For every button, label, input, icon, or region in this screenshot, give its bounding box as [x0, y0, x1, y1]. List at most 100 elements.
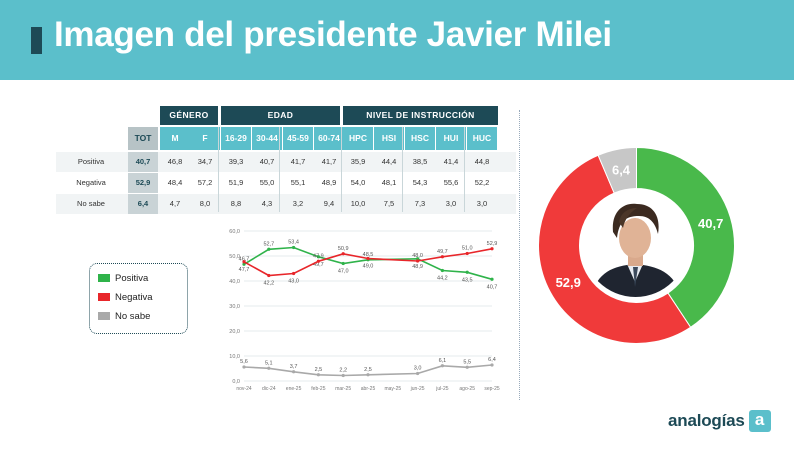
data-point-positiva [292, 245, 296, 250]
table-cell: 52,2 [474, 178, 490, 187]
president-photo [583, 192, 688, 297]
header-banner: Imagen del presidente Javier Milei [0, 0, 794, 80]
x-tick-label: ago-25 [459, 386, 475, 392]
table-column-header: M [160, 127, 190, 150]
data-label-negativa: 49,7 [437, 249, 448, 255]
series-line-negativa [243, 248, 493, 277]
table-row-background [56, 152, 516, 172]
data-label-no-sabe: 2,5 [364, 367, 372, 373]
table-column-header: HSC [405, 127, 435, 150]
brand-logo-icon: a [748, 410, 771, 432]
x-tick-label: may-25 [384, 386, 401, 392]
table-cell: 41,7 [290, 157, 306, 166]
table-cell: 55,1 [290, 178, 306, 187]
legend-swatch-positiva [98, 274, 110, 282]
table-cell: 41,7 [321, 157, 337, 166]
table-column-header: 30-44 [252, 127, 282, 150]
table-cell: 54,0 [350, 178, 366, 187]
data-label-negativa: 48,0 [412, 253, 423, 259]
donut-slice-negativa [538, 154, 692, 344]
data-label-no-sabe: 5,6 [240, 359, 248, 365]
table-cell: 44,4 [381, 157, 397, 166]
legend-item-positiva: Positiva [98, 272, 148, 284]
table-cell: 48,4 [167, 178, 183, 187]
data-label-negativa: 52,9 [487, 241, 498, 247]
data-point-positiva [440, 268, 444, 273]
divider-dotted [519, 110, 520, 400]
table-column-header: HUC [467, 127, 497, 150]
title-accent-bar [31, 27, 42, 54]
x-tick-label: feb-25 [311, 386, 325, 392]
table-cell: 39,3 [228, 157, 244, 166]
table-column-header: HUI [436, 127, 466, 150]
data-label-positiva: 46,7 [239, 256, 250, 262]
data-point-negativa [267, 273, 271, 278]
data-point-negativa [440, 255, 444, 259]
data-label-no-sabe: 6,1 [439, 358, 447, 364]
donut-label-negativa: 52,9 [556, 275, 581, 290]
x-tick-label: sep-25 [484, 386, 500, 392]
table-row-background [56, 194, 516, 214]
donut-label-positiva: 40,7 [698, 216, 723, 231]
data-label-positiva: 53,4 [288, 240, 299, 246]
data-point-no-sabe [316, 373, 320, 377]
table-cell: 8,8 [230, 199, 242, 208]
table-group-header: EDAD [221, 106, 340, 125]
table-cell: 35,9 [350, 157, 366, 166]
data-point-no-sabe [292, 370, 296, 374]
data-point-no-sabe [490, 363, 494, 367]
legend-label: Negativa [115, 291, 153, 303]
page-title: Imagen del presidente Javier Milei [54, 15, 612, 54]
data-label-negativa: 50,9 [338, 246, 349, 252]
table-column-header: 60-74 [314, 127, 344, 150]
data-point-positiva [465, 270, 469, 274]
data-label-negativa: 49,0 [363, 264, 374, 270]
donut-label-no-sabe: 6,4 [612, 163, 631, 178]
y-tick-label: 50,0 [229, 254, 240, 260]
table-row-label: No sabe [77, 199, 105, 208]
data-point-negativa [465, 251, 469, 256]
y-tick-label: 20,0 [229, 329, 240, 335]
table-cell: 6,4 [128, 194, 158, 214]
data-point-no-sabe [465, 365, 469, 369]
table-cell: 9,4 [323, 199, 335, 208]
table-cell: 7,5 [383, 199, 395, 208]
data-label-positiva: 47,0 [338, 269, 349, 275]
table-cell: 54,3 [412, 178, 428, 187]
donut-chart: 40,7 52,9 6,4 [538, 147, 735, 344]
chart-legend: Positiva Negativa No sabe [89, 263, 188, 334]
data-label-positiva: 52,7 [263, 241, 274, 247]
table-cell: 40,7 [128, 152, 158, 172]
y-tick-label: 40,0 [229, 279, 240, 285]
data-label-positiva: 43,5 [462, 277, 473, 283]
table-column-separator [464, 127, 465, 212]
data-point-negativa [292, 271, 296, 276]
data-label-positiva: 44,2 [437, 276, 448, 282]
table-cell: 10,0 [350, 199, 366, 208]
data-point-no-sabe [416, 371, 420, 376]
data-label-no-sabe: 2,2 [339, 368, 347, 374]
data-point-negativa [490, 247, 494, 251]
brand-logo-area: analogías a [668, 410, 771, 432]
table-column-separator [341, 127, 342, 212]
data-label-positiva: 49,7 [313, 262, 324, 268]
data-label-no-sabe: 3,0 [414, 366, 422, 372]
table-cell: 41,4 [443, 157, 459, 166]
table-column-separator [402, 127, 403, 212]
data-label-no-sabe: 6,4 [488, 357, 496, 363]
table-cell: 51,9 [228, 178, 244, 187]
table-cell: 57,2 [197, 178, 213, 187]
x-tick-label: ene-25 [286, 386, 302, 392]
data-point-negativa [341, 252, 345, 256]
data-label-no-sabe: 5,5 [463, 359, 471, 365]
data-point-positiva [242, 262, 246, 266]
data-label-negativa: 47,7 [239, 267, 250, 273]
table-column-header: HPC [343, 127, 373, 150]
table-cell: 48,1 [381, 178, 397, 187]
legend-label: Positiva [115, 272, 149, 284]
table-cell: 40,7 [259, 157, 275, 166]
x-tick-label: dic-24 [262, 386, 276, 392]
data-point-no-sabe [242, 365, 246, 369]
legend-swatch-no-sabe [98, 312, 110, 320]
data-label-negativa: 43,0 [288, 279, 299, 285]
